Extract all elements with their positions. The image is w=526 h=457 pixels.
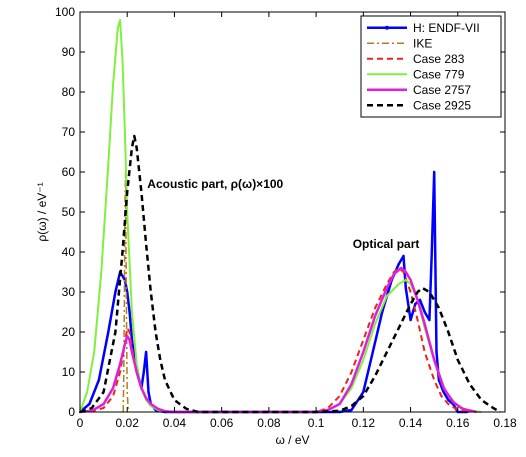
ticks-layer: 0 0.02 0.04 0.06 0.08 0.1 0.12 0.14 0.16 0.18 0 10 2… [55,5,517,430]
series-line-2 [79,267,470,413]
series-point-0 [428,318,431,322]
x-tick-label: 0.18 [493,416,517,430]
series-point-0 [404,286,408,290]
y-tick-label: 70 [62,125,76,139]
legend-box [360,15,502,118]
x-tick-label: 0.06 [210,416,234,430]
y-tick-label: 0 [68,405,75,419]
series-point-0 [432,170,436,174]
x-tick-label: 0.14 [399,416,423,430]
series-point-0 [402,254,405,258]
y-tick-label: 60 [62,165,76,179]
series-point-0 [97,378,101,382]
y-tick-label: 20 [62,325,76,339]
series-point-0 [350,408,353,412]
y-tick-label: 10 [62,365,76,379]
legend-label-3: Case 779 [413,67,465,81]
series-point-0 [442,390,445,394]
y-tick-label: 50 [62,205,76,219]
series-point-0 [381,310,384,314]
y-tick-label: 40 [62,245,76,259]
legend-label-0: H: ENDF-VII [413,21,480,35]
y-tick-label: 100 [55,5,75,19]
x-tick-label: 0.02 [116,416,140,430]
legend-label-1: IKE [413,36,432,50]
x-tick-label: 0.12 [352,416,376,430]
series-point-0 [362,390,365,394]
series-point-0 [121,274,124,278]
x-tick-label: 0.08 [257,416,281,430]
x-tick-label: 0.16 [446,416,470,430]
annotation-layer: Acoustic part, ρ(ω)×100 Optical part [147,177,419,251]
y-tick-label: 30 [62,285,76,299]
series-point-0 [114,290,117,294]
x-tick-label: 0.04 [163,416,187,430]
series-point-0 [409,318,412,322]
series-point-0 [447,398,450,402]
annotation-1: Optical part [353,237,420,251]
series-point-0 [144,350,148,354]
y-tick-label: 90 [62,45,76,59]
y-tick-label: 80 [62,85,76,99]
x-axis-label: ω / eV [275,433,309,447]
series-point-0 [371,350,374,354]
series-point-0 [397,262,400,266]
y-axis-label: ρ(ω) / eV⁻¹ [35,182,49,241]
x-tick-label: 0 [77,416,84,430]
series-point-0 [88,402,91,406]
legend-label-2: Case 283 [413,52,465,66]
series-point-0 [142,370,145,374]
series-point-0 [128,310,131,314]
annotation-0: Acoustic part, ρ(ω)×100 [147,177,283,191]
series-point-0 [423,310,426,314]
series-point-0 [107,330,110,334]
series-point-0 [418,298,422,302]
series-point-0 [430,250,434,254]
x-tick-label: 0.1 [308,416,325,430]
series-point-0 [147,390,150,394]
legend-marker-0 [385,25,389,30]
series-point-0 [414,302,417,306]
series-point-0 [435,350,438,354]
legend-label-5: Case 2925 [413,98,471,112]
legend-label-4: Case 2757 [413,83,471,97]
series-line-4 [79,266,477,414]
